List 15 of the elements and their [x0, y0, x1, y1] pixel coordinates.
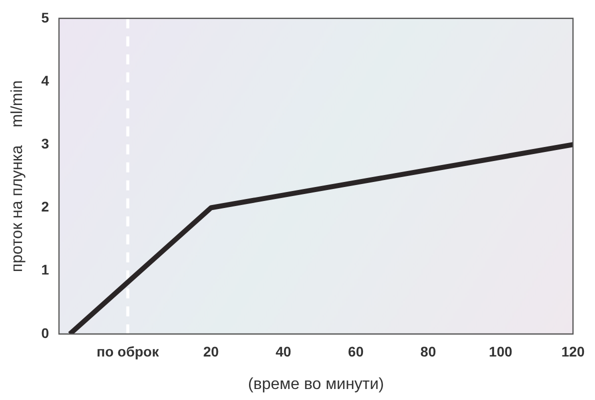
- y-tick-label: 5: [41, 9, 50, 26]
- y-axis-title: проток на плунка ml/min: [9, 80, 26, 272]
- y-tick-label: 4: [41, 72, 50, 88]
- x-axis-title: (време во минути): [248, 376, 384, 393]
- y-tick-label: 3: [41, 136, 50, 152]
- y-tick-label: 1: [41, 262, 50, 278]
- x-tick-label: 120: [561, 343, 585, 360]
- x-tick-label: 40: [276, 343, 292, 360]
- y-tick-label: 2: [41, 198, 50, 215]
- x-tick-label: 80: [420, 343, 436, 360]
- x-tick-label: 60: [348, 343, 364, 360]
- y-tick-label: 0: [41, 324, 50, 341]
- x-tick-label: по оброк: [96, 343, 160, 360]
- x-tick-label: 20: [203, 343, 220, 360]
- x-tick-label: 100: [488, 343, 512, 360]
